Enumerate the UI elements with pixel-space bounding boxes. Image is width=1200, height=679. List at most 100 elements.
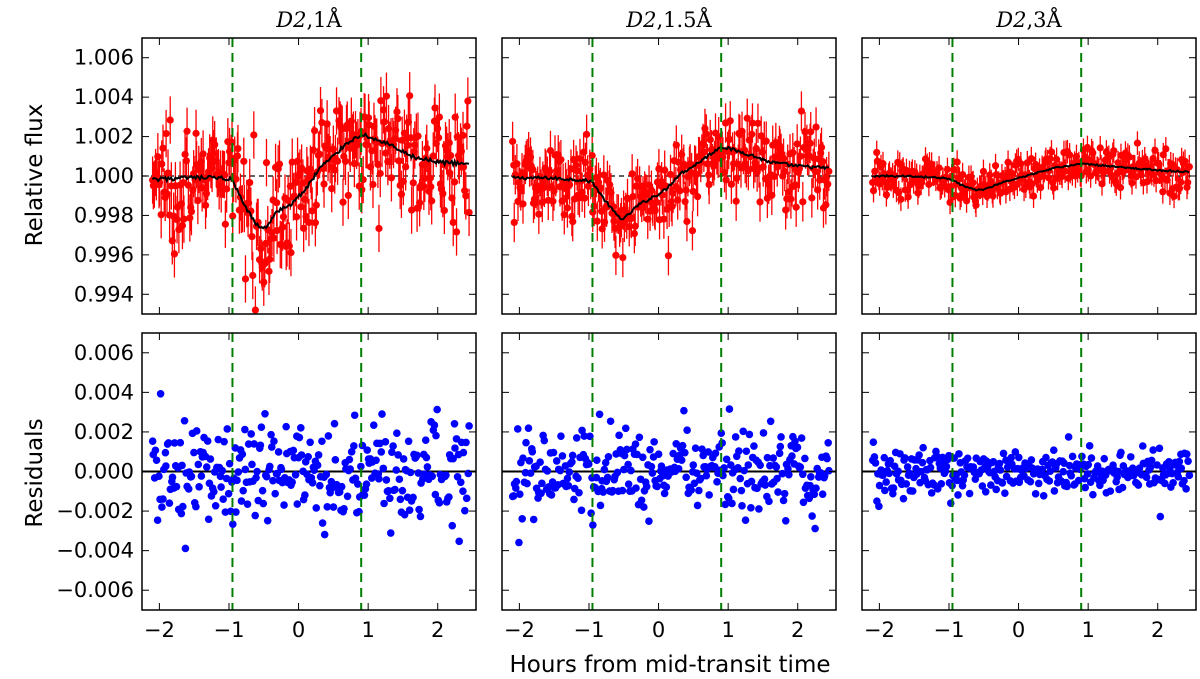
residual-point [386, 529, 395, 537]
flux-point [380, 118, 389, 126]
residual-point [704, 448, 713, 456]
residual-point [363, 446, 372, 454]
residual-point [331, 456, 340, 464]
flux-point [600, 218, 609, 226]
flux-point [339, 198, 347, 206]
flux-point [248, 232, 256, 241]
residual-point [689, 461, 698, 469]
panel-title-rest: ,3Å [1027, 7, 1063, 32]
residual-point [627, 466, 635, 475]
flux-point [300, 224, 308, 232]
plot-area [862, 131, 1196, 218]
residual-point [769, 454, 778, 462]
flux-point [727, 180, 735, 188]
flux-point [433, 125, 442, 133]
flux-point [194, 196, 202, 205]
flux-point [586, 165, 594, 173]
residual-point [695, 486, 703, 495]
flux-point [173, 216, 181, 224]
flux-point [1032, 160, 1040, 169]
flux-point [699, 139, 707, 148]
residual-point [568, 458, 576, 466]
residual-point [778, 469, 787, 478]
residual-point [811, 524, 819, 533]
flux-point [1184, 178, 1192, 187]
flux-point [799, 198, 807, 206]
xtick-label: −2 [144, 618, 175, 642]
flux-point [657, 178, 666, 186]
residual-point [393, 429, 401, 438]
residual-point [330, 419, 339, 428]
flux-point [159, 144, 167, 152]
flux-point [212, 157, 220, 165]
residual-point [745, 430, 754, 439]
residual-point [1182, 485, 1190, 493]
residual-point [698, 445, 706, 453]
flux-point [309, 146, 317, 154]
flux-point [387, 174, 396, 182]
flux-point [745, 136, 753, 144]
residual-point [658, 472, 667, 480]
flux-point [703, 160, 711, 168]
flux-point [376, 169, 384, 178]
flux-point [1029, 192, 1038, 200]
flux-point [397, 190, 406, 198]
xtick-label: 0 [292, 618, 305, 642]
residual-point [351, 474, 360, 483]
residual-point [1126, 453, 1135, 461]
residual-point [1045, 477, 1054, 485]
residual-point [824, 439, 832, 447]
residual-point [635, 433, 644, 442]
residual-point [435, 499, 444, 507]
residual-point [244, 440, 253, 448]
flux-point [967, 173, 975, 181]
residual-point [197, 472, 206, 480]
flux-point [972, 201, 980, 209]
residual-point [350, 442, 358, 450]
residual-point [233, 476, 241, 485]
flux-point [202, 190, 210, 198]
residual-point [889, 489, 897, 498]
ytick-label: 0.998 [74, 203, 134, 227]
residual-point [164, 439, 173, 447]
flux-point [395, 157, 403, 165]
flux-point [451, 113, 459, 121]
residual-point [1064, 433, 1073, 441]
residual-point [519, 454, 527, 462]
residual-point [461, 506, 469, 515]
flux-point [959, 170, 967, 179]
flux-point [578, 188, 586, 196]
residual-point [744, 461, 753, 469]
flux-point [817, 143, 826, 151]
residual-point [669, 449, 677, 458]
residual-point [761, 481, 770, 489]
flux-point [549, 197, 557, 205]
flux-point [384, 157, 392, 166]
residual-point [522, 438, 530, 447]
residual-point [262, 472, 271, 481]
residual-point [529, 515, 538, 524]
residual-point [1175, 457, 1184, 466]
flux-point [184, 181, 192, 189]
residual-point [889, 484, 898, 492]
ytick-label: 1.006 [74, 46, 134, 70]
flux-point [301, 195, 309, 204]
residual-point [738, 502, 746, 510]
residual-point [1087, 454, 1096, 462]
residual-point [755, 505, 763, 513]
residual-point [592, 473, 601, 482]
residual-point [793, 443, 802, 452]
residual-point [288, 478, 296, 486]
flux-point [275, 160, 284, 168]
flux-point [286, 182, 294, 190]
residual-point [960, 471, 969, 479]
residual-point [599, 488, 608, 496]
residual-point [807, 472, 815, 481]
residual-point [1118, 483, 1127, 492]
residual-point [894, 467, 902, 476]
flux-point [570, 155, 578, 164]
flux-point [279, 223, 287, 231]
flux-point [379, 106, 388, 114]
residual-point [565, 468, 574, 476]
residual-point [788, 452, 796, 460]
